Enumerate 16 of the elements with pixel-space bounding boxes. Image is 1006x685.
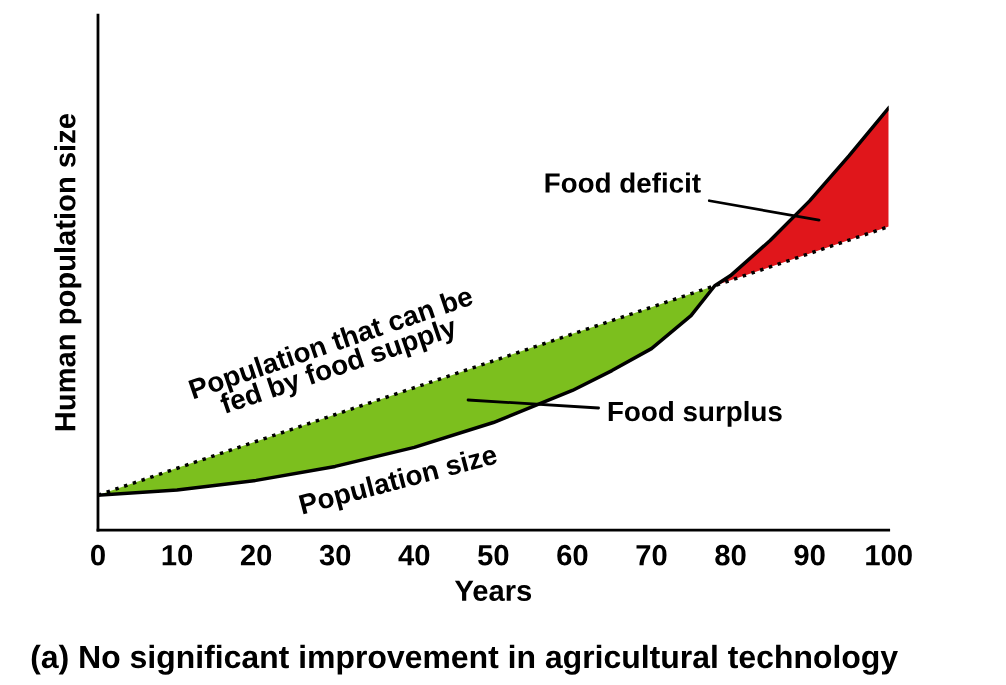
x-tick-label: 80 — [715, 544, 746, 566]
x-tick-label: 30 — [319, 544, 351, 566]
text: (a) No significant improvement in agricultural technology — [31, 644, 898, 675]
x-tick-label: 60 — [557, 544, 588, 566]
x-tick-label: 100 — [866, 544, 912, 566]
x-axis-title: Years — [454, 580, 532, 602]
x-tick-label: 20 — [240, 544, 272, 566]
x-tick-label: 40 — [398, 544, 430, 566]
x-tick-label: 50 — [478, 544, 509, 566]
annotation: Food surplus — [608, 400, 782, 427]
annotation: Food deficit — [545, 172, 701, 193]
x-tick-label: 0 — [91, 544, 105, 566]
x-tick-label: 90 — [794, 544, 825, 566]
x-tick-label: 10 — [162, 544, 193, 566]
y-axis-title: Human population size — [54, 114, 82, 431]
x-tick-label: 70 — [636, 544, 667, 566]
